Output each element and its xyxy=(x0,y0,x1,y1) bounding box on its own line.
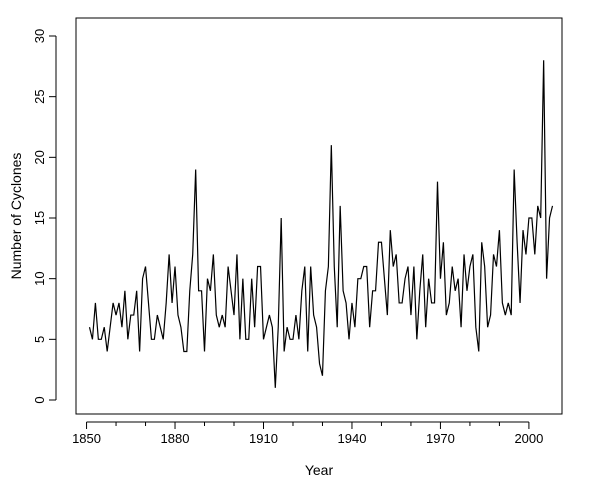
cyclone-count-line xyxy=(88,60,554,388)
x-tick-label: 1970 xyxy=(426,431,455,446)
x-tick-label: 1910 xyxy=(249,431,278,446)
x-tick-label: 2000 xyxy=(514,431,543,446)
plot-frame xyxy=(75,17,563,415)
y-axis-title: Number of Cyclones xyxy=(8,153,24,280)
x-axis-title: Year xyxy=(305,462,334,478)
y-tick-label: 10 xyxy=(32,271,47,285)
y-tick-label: 0 xyxy=(32,396,47,403)
y-tick-label: 25 xyxy=(32,89,47,103)
y-tick-label: 15 xyxy=(32,211,47,225)
y-tick-label: 30 xyxy=(32,29,47,43)
x-tick-label: 1880 xyxy=(161,431,190,446)
y-tick-label: 5 xyxy=(32,336,47,343)
x-axis: 1850 1880 1910 1940 1970 2000 xyxy=(72,421,543,446)
x-tick-label: 1940 xyxy=(338,431,367,446)
y-axis: 0 5 10 15 20 25 30 xyxy=(32,29,57,404)
x-tick-label: 1850 xyxy=(72,431,101,446)
y-tick-label: 20 xyxy=(32,150,47,164)
